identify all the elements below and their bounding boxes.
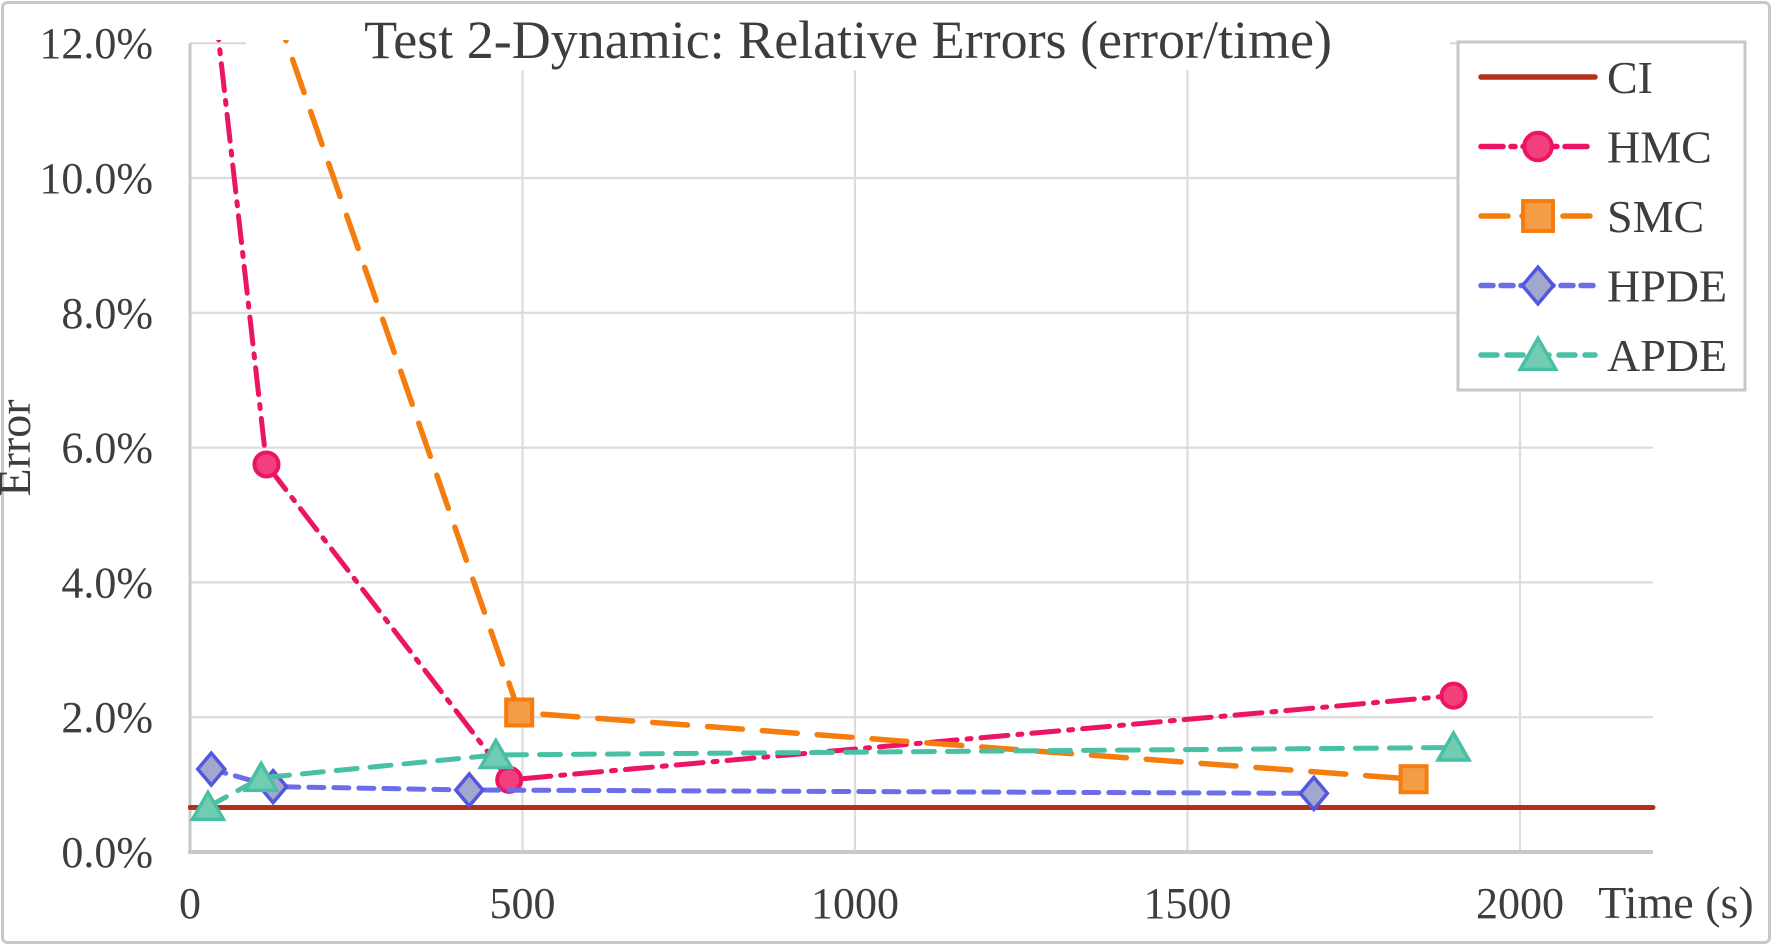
marker-HPDE-2 [453,771,486,809]
x-tick-label-1000: 1000 [811,879,899,928]
y-tick-label-12.0%: 12.0% [39,19,153,68]
marker-SMC-1 [504,697,535,728]
legend-label-SMC: SMC [1607,191,1704,242]
y-axis-label: Error [0,399,40,496]
x-tick-label-0: 0 [179,879,201,928]
series-line-APDE [205,745,1456,810]
legend: CI HMC SMC HPDE APDE [1456,40,1747,392]
y-tick-label-10.0%: 10.0% [39,154,153,203]
y-tick-label-8.0%: 8.0% [61,289,153,338]
y-tick-label-0.0%: 0.0% [61,828,153,877]
x-tick-label-1500: 1500 [1144,879,1232,928]
y-tick-label-6.0%: 6.0% [61,424,153,473]
legend-label-HMC: HMC [1607,122,1712,173]
y-tick-label-2.0%: 2.0% [61,693,153,742]
axis-spines [188,43,1653,854]
x-tick-label-2000: 2000 [1476,879,1564,928]
legend-label-HPDE: HPDE [1607,261,1727,312]
marker-HMC-legend [1522,130,1554,163]
title-background [246,14,1450,70]
marker-APDE-2 [477,736,515,770]
marker-APDE-1 [242,759,280,793]
marker-HMC-1 [252,450,281,479]
marker-HPDE-3 [1298,774,1330,813]
x-axis-label: Time (s) [1598,877,1754,928]
series-line-HPDE [208,766,1317,796]
marker-HPDE-0 [195,750,228,788]
y-tick-label-4.0%: 4.0% [61,558,153,607]
series-lines [188,40,1656,822]
marker-HPDE-legend [1520,264,1556,307]
tick-labels: 0.0% 2.0% 4.0% 6.0% 8.0% 10.0% 12.0% 0 500 1000 15… [39,19,1564,928]
x-tick-label-500: 500 [490,879,556,928]
marker-SMC-legend [1521,199,1555,233]
chart-title: Test 2-Dynamic: Relative Errors (error/t… [364,10,1332,70]
marker-SMC-2 [1398,764,1429,795]
marker-APDE-legend [1517,334,1559,372]
marker-APDE-0 [189,788,227,822]
legend-label-CI: CI [1607,52,1653,103]
marker-APDE-3 [1434,729,1473,762]
legend-label-APDE: APDE [1607,330,1727,381]
marker-HMC-3 [1439,681,1468,710]
series-line-HMC [216,40,1456,783]
